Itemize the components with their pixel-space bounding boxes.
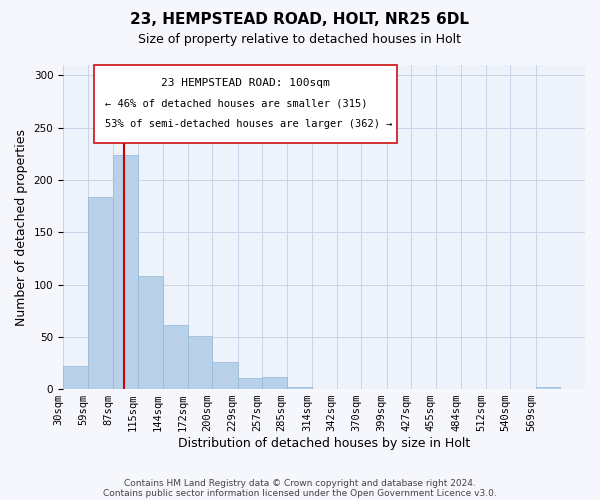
Bar [188,336,212,389]
Text: 53% of semi-detached houses are larger (362) →: 53% of semi-detached houses are larger (… [105,119,392,129]
FancyBboxPatch shape [94,65,397,143]
Bar [113,155,137,389]
X-axis label: Distribution of detached houses by size in Holt: Distribution of detached houses by size … [178,437,470,450]
Text: 23, HEMPSTEAD ROAD, HOLT, NR25 6DL: 23, HEMPSTEAD ROAD, HOLT, NR25 6DL [131,12,470,28]
Text: 23 HEMPSTEAD ROAD: 100sqm: 23 HEMPSTEAD ROAD: 100sqm [161,78,330,88]
Text: Contains public sector information licensed under the Open Government Licence v3: Contains public sector information licen… [103,488,497,498]
Text: Contains HM Land Registry data © Crown copyright and database right 2024.: Contains HM Land Registry data © Crown c… [124,478,476,488]
Bar [88,196,113,389]
Bar [262,376,287,389]
Bar [137,276,163,389]
Bar [212,362,238,389]
Y-axis label: Number of detached properties: Number of detached properties [15,128,28,326]
Bar [287,387,312,389]
Bar [238,378,262,389]
Text: ← 46% of detached houses are smaller (315): ← 46% of detached houses are smaller (31… [105,98,367,108]
Bar [163,326,188,389]
Bar [536,387,560,389]
Text: Size of property relative to detached houses in Holt: Size of property relative to detached ho… [139,32,461,46]
Bar [63,366,88,389]
